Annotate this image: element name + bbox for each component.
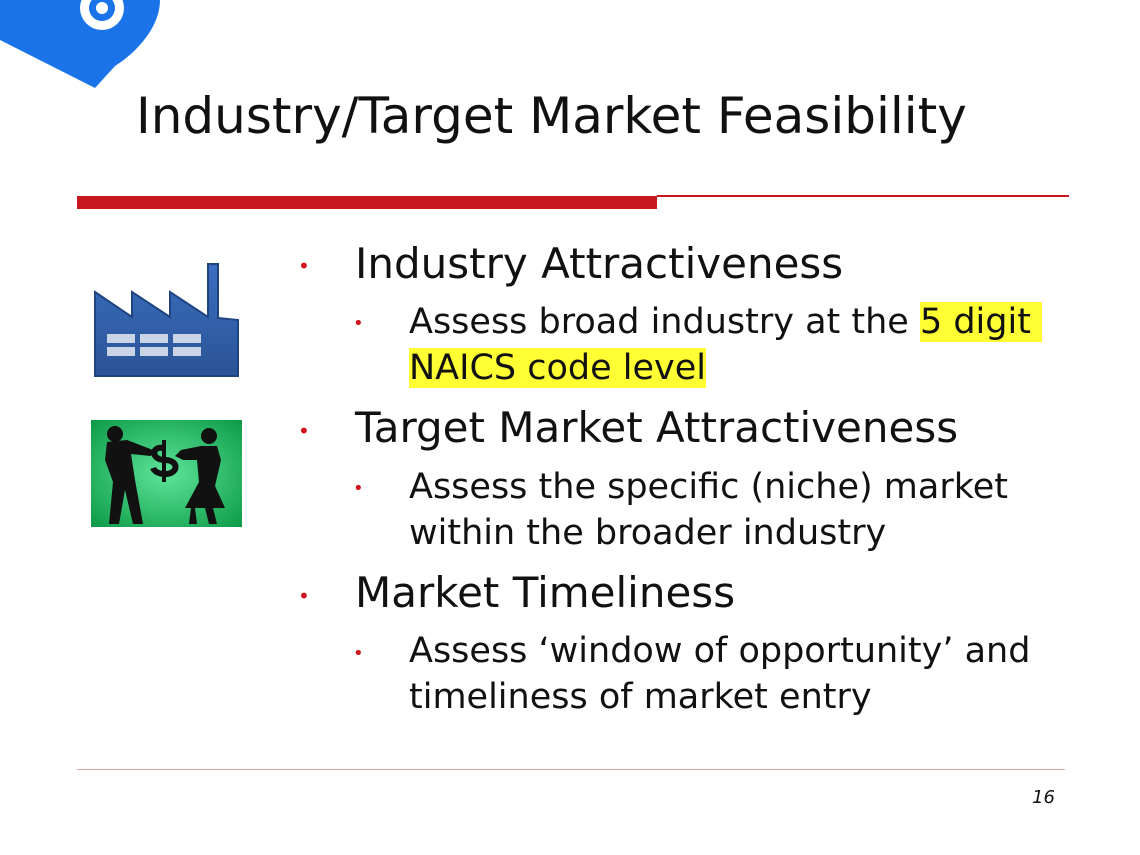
factory-icon bbox=[94, 263, 239, 377]
title-underline-thin bbox=[657, 195, 1069, 197]
highlighted-text: 5 digit bbox=[919, 302, 1043, 342]
bullet-heading-timeliness: Market Timeliness bbox=[355, 568, 736, 617]
highlighted-text: NAICS code level bbox=[409, 348, 706, 388]
bullet-heading-industry: Industry Attractiveness bbox=[355, 239, 844, 288]
bullet-heading-target-market: Target Market Attractiveness bbox=[355, 403, 959, 452]
sub-bullet-marker: • bbox=[353, 478, 364, 499]
sub-bullet-text: Assess broad industry at the bbox=[409, 302, 920, 342]
sub-bullet-text: Assess the specific (niche) market bbox=[409, 467, 1008, 507]
page-number: 16 bbox=[1032, 787, 1055, 808]
tug-of-war-dollar-image bbox=[91, 420, 242, 527]
title-underline-thick bbox=[77, 196, 657, 209]
sub-bullet-target-market: Assess the specific (niche) market withi… bbox=[409, 464, 1109, 556]
sub-bullet-marker: • bbox=[353, 643, 364, 664]
sub-bullet-timeliness: Assess ‘window of opportunity’ and timel… bbox=[409, 628, 1109, 720]
bullet-marker: • bbox=[298, 419, 310, 443]
sub-bullet-text: within the broader industry bbox=[409, 513, 887, 553]
bullet-marker: • bbox=[298, 584, 310, 608]
sub-bullet-industry: Assess broad industry at the 5 digit NAI… bbox=[409, 299, 1109, 391]
sub-bullet-marker: • bbox=[353, 313, 364, 334]
bullet-marker: • bbox=[298, 254, 310, 278]
sub-bullet-text: Assess ‘window of opportunity’ and bbox=[409, 631, 1031, 671]
sub-bullet-text: timeliness of market entry bbox=[409, 677, 872, 717]
slide-title: Industry/Target Market Feasibility bbox=[136, 87, 967, 145]
target-logo-icon bbox=[0, 0, 160, 88]
footer-divider bbox=[77, 769, 1065, 770]
